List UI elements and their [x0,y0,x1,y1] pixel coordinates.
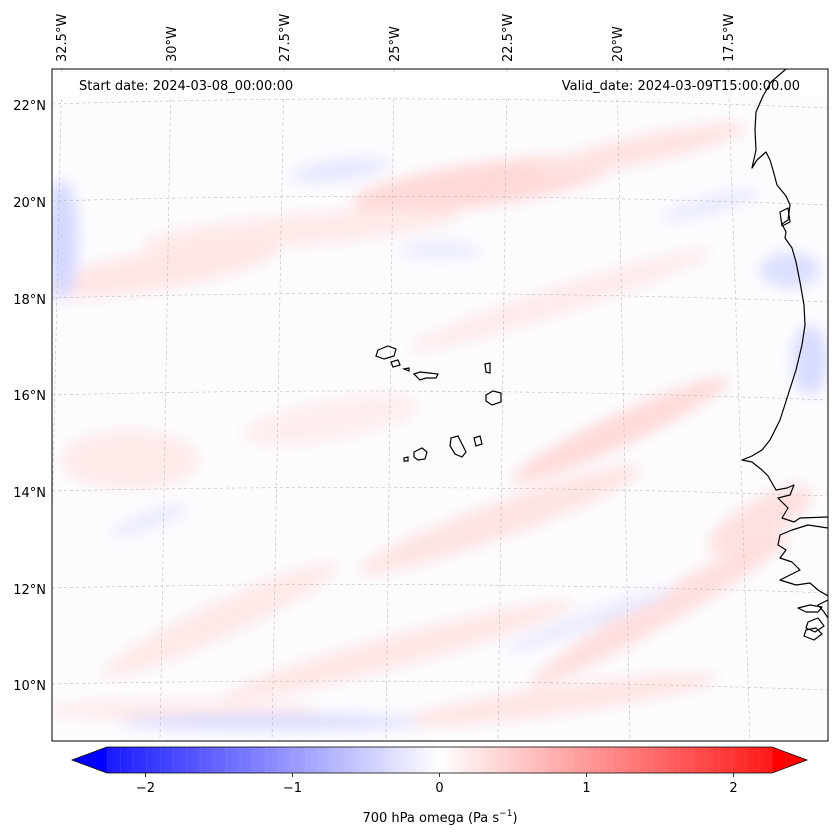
lat-tick-label: 20°N [13,196,46,211]
island-boa-vista [485,390,502,406]
colorbar-tick-label: −1 [283,781,302,796]
colorbar-tick-label: 0 [435,781,443,796]
island-fogo [413,447,428,461]
colorbar-tick-label: 2 [729,781,737,796]
start-date-label: Start date: 2024-03-08_00:00:00 [79,79,293,94]
latitude-tick-labels: 22°N 20°N 18°N 16°N 14°N 12°N 10°N [13,99,46,694]
meridian-line [727,69,751,741]
lon-tick-label: 22.5°W [501,14,516,62]
valid-date-label: Valid_date: 2024-03-09T15:00:00.00 [562,79,800,94]
colorbar-tick-label: −2 [136,781,155,796]
annotation-strip [53,72,827,96]
lat-tick-label: 18°N [13,293,46,308]
meridian-line [159,69,172,741]
lat-tick-label: 12°N [13,583,46,598]
island-sal [484,362,491,374]
colorbar-label-main: 700 hPa omega (Pa s [362,811,499,826]
island-santa-luzia [401,367,410,372]
colorbar-label-exponent: −1 [499,809,512,819]
coastline-path [797,604,823,613]
coastline-path [741,69,828,523]
colorbar-body [72,747,807,773]
lon-tick-label: 32.5°W [55,14,70,62]
coastline-path [779,207,791,227]
map-panel: Start date: 2024-03-08_00:00:00 Valid_da… [51,68,829,742]
parallel-line [52,487,828,497]
colorbar-label: 700 hPa omega (Pa s−1) [362,809,517,826]
colorbar-ticks: −2 −1 0 1 2 [106,747,773,796]
island-santiago [449,435,467,458]
colorbar-tick-label: 1 [582,781,590,796]
colorbar-max-extension [772,747,807,773]
graticule [52,69,828,741]
colorbar-outline [70,746,809,774]
parallel-line [52,680,828,691]
lon-tick-label: 27.5°W [278,14,293,62]
lat-tick-label: 14°N [13,486,46,501]
cape-verde-islands [375,345,502,462]
lat-tick-label: 22°N [13,99,46,114]
omega-field [52,123,828,730]
parallel-line [52,98,828,109]
longitude-tick-labels: 32.5°W 30°W 27.5°W 25°W 22.5°W 20°W 17.5… [55,14,737,62]
meridian-line [385,69,395,741]
colorbar: −2 −1 0 1 2 700 hPa omega (Pa s−1) [70,746,809,826]
meridian-line [616,69,631,741]
lon-tick-label: 25°W [388,26,403,62]
lon-tick-label: 30°W [165,26,180,62]
coastline-path [805,617,825,633]
coastline-path [817,599,828,619]
island-santo-antao [375,345,397,360]
meridian-line [271,69,285,741]
island-maio [473,435,483,447]
lon-tick-label: 17.5°W [722,14,737,62]
island-sao-nicolau [412,371,439,381]
coastline-path [777,524,828,597]
map-frame [51,68,829,742]
african-coastline [741,69,828,641]
parallel-line [52,293,828,303]
island-sao-vicente [390,359,401,368]
colorbar-label-close: ) [512,811,517,826]
parallel-line [52,584,828,594]
island-brava [403,456,409,462]
lon-tick-label: 20°W [611,26,626,62]
meridian-line [497,69,508,741]
lat-tick-label: 10°N [13,679,46,694]
colorbar-min-extension [72,747,107,773]
parallel-line [52,390,828,401]
coastline-path [803,627,823,641]
parallel-line [52,196,828,206]
lat-tick-label: 16°N [13,389,46,404]
meridian-line [52,69,63,531]
